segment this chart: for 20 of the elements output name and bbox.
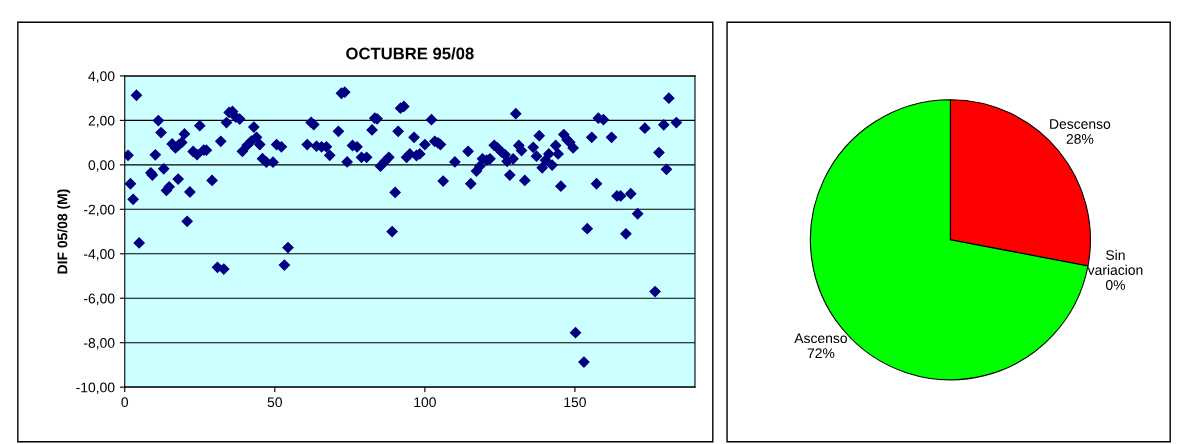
y-tick-label: -10,00 <box>76 382 115 394</box>
y-tick-label: -6,00 <box>83 293 115 306</box>
x-tick-label: 50 <box>267 397 282 408</box>
y-tick-label: 0,00 <box>88 160 115 172</box>
data-label: 72% <box>807 348 835 359</box>
y-tick-label: 4,00 <box>88 71 115 83</box>
y-tick-label: -8,00 <box>83 338 115 350</box>
text: 0% <box>1105 280 1125 290</box>
x-tick-label: 0 <box>121 397 129 408</box>
x-tick-label: 100 <box>414 397 436 408</box>
y-axis-title: DIF 05/08 (M) <box>57 189 71 274</box>
data-label: 28% <box>1066 134 1094 144</box>
x-tick-label: 150 <box>564 397 586 408</box>
category-label: Sin variacion <box>1087 249 1143 275</box>
slice-label: Ascenso <box>794 333 847 344</box>
y-tick-label: -4,00 <box>83 249 115 261</box>
y-tick-label: -2,00 <box>83 204 115 217</box>
slice-label: Descenso <box>1050 119 1111 129</box>
y-tick-label: 2,00 <box>88 115 115 128</box>
chart-title: OCTUBRE 95/08 <box>346 47 474 60</box>
